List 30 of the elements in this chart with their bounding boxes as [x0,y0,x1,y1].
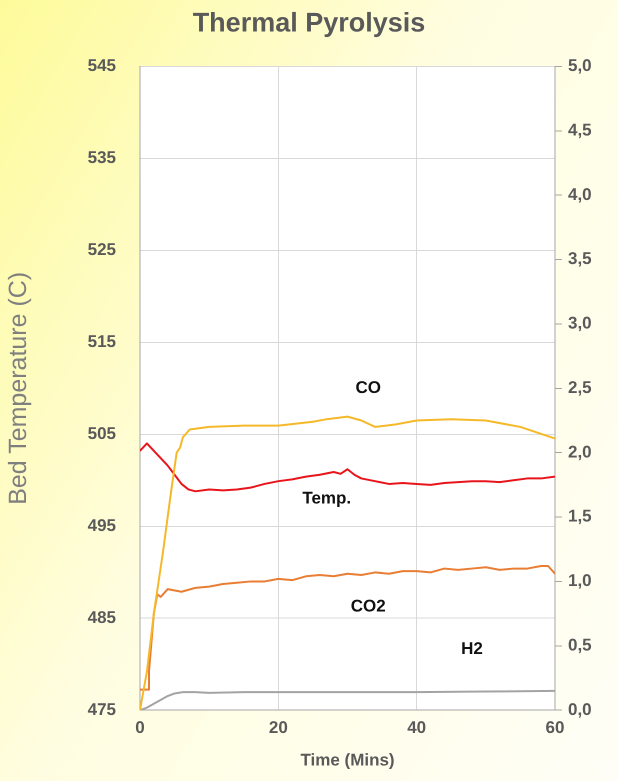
series-label: CO2 [350,596,386,616]
y2-tick-label: 0,0 [568,700,592,719]
x-tick-label: 20 [268,718,288,738]
y2-tick-label: 3,0 [568,314,592,333]
x-tick-label: 0 [135,718,145,738]
y-tick-label: 485 [88,608,116,627]
y-tick-label: 475 [88,700,116,719]
y2-tick-label: 3,5 [568,249,592,268]
x-tick-label: 60 [546,718,564,738]
y-tick-label: 535 [88,148,116,168]
y-tick-label: 495 [88,516,116,535]
y-tick-label: 505 [88,424,116,443]
chart-title: Thermal Pyrolysis [192,8,426,38]
y2-tick-label: 0,5 [568,636,592,655]
series-label: Temp. [302,488,352,508]
y-axis-title: Bed Temperature (C) [4,272,32,505]
y2-tick-label: 5,0 [568,56,592,76]
y2-tick-label: 4,0 [568,184,592,204]
y2-tick-label: 1,0 [568,571,592,590]
series-label: CO [356,378,381,398]
y-tick-label: 545 [88,56,116,76]
x-axis-title: Time (Mins) [300,750,395,770]
y-tick-label: 515 [88,332,116,351]
x-tick-label: 40 [407,718,426,738]
series-label: H2 [461,639,483,658]
y-tick-label: 525 [88,240,116,260]
y2-tick-label: 1,5 [568,506,592,526]
y2-tick-label: 4,5 [568,120,592,140]
y2-tick-label: 2,5 [568,378,592,397]
y2-tick-label: 2,0 [568,442,592,462]
